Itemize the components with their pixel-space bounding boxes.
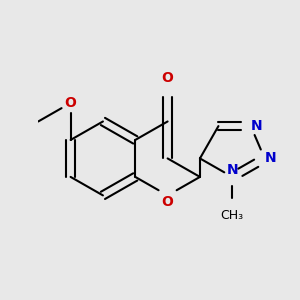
Text: O: O bbox=[65, 96, 76, 110]
Text: CH₃: CH₃ bbox=[221, 209, 244, 222]
Text: O: O bbox=[162, 195, 173, 209]
Text: N: N bbox=[265, 152, 276, 165]
Text: N: N bbox=[251, 119, 262, 133]
Text: N: N bbox=[226, 163, 238, 177]
Text: O: O bbox=[162, 70, 173, 85]
